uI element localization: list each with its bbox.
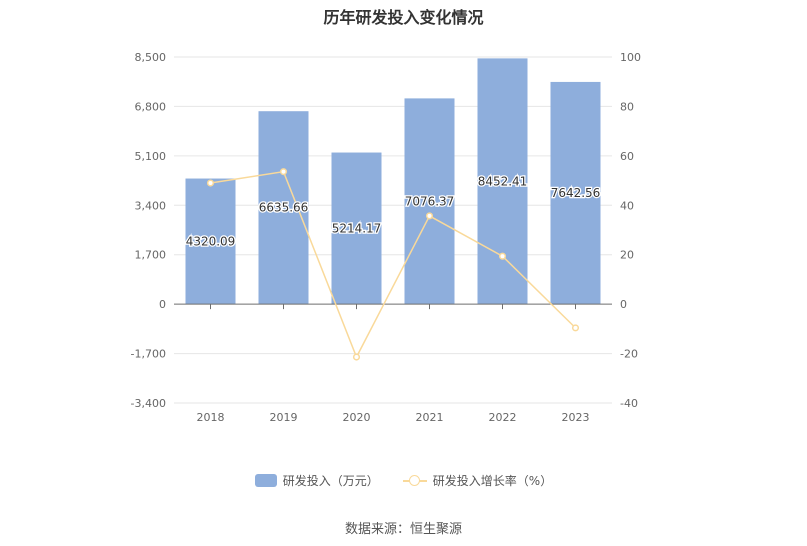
y-right-tick-label: -20 bbox=[620, 348, 638, 361]
x-tick-label: 2020 bbox=[343, 411, 371, 424]
bar bbox=[258, 111, 309, 305]
legend: 研发投入（万元） 研发投入增长率（%） bbox=[0, 472, 807, 489]
growth-rate-point bbox=[352, 353, 361, 361]
x-tick-label: 2023 bbox=[562, 411, 590, 424]
x-tick-label: 2021 bbox=[416, 411, 444, 424]
bar bbox=[185, 178, 236, 305]
legend-label-rd-investment: 研发投入（万元） bbox=[282, 474, 379, 488]
bar bbox=[477, 58, 528, 305]
legend-line-swatch bbox=[402, 474, 427, 487]
bar-value-label: 5214.17 bbox=[332, 221, 382, 235]
bar bbox=[404, 98, 455, 305]
legend-label-growth-rate: 研发投入增长率（%） bbox=[432, 474, 553, 488]
growth-rate-point bbox=[425, 212, 434, 220]
growth-rate-point bbox=[206, 179, 215, 187]
growth-rate-point bbox=[279, 168, 288, 176]
y-left-tick-label: 5,100 bbox=[135, 150, 167, 163]
legend-item-rd-investment[interactable]: 研发投入（万元） bbox=[254, 472, 379, 489]
bar-value-label: 8452.41 bbox=[478, 174, 528, 188]
legend-item-growth-rate[interactable]: 研发投入增长率（%） bbox=[402, 472, 553, 489]
y-left-tick-label: 1,700 bbox=[135, 249, 167, 262]
y-left-tick-label: 6,800 bbox=[135, 100, 167, 113]
y-left-tick-label: -1,700 bbox=[131, 348, 166, 361]
y-right-tick-label: 100 bbox=[620, 51, 641, 64]
legend-bar-swatch bbox=[254, 474, 277, 487]
y-left-tick-label: 3,400 bbox=[135, 199, 167, 212]
bar-value-label: 7642.56 bbox=[551, 186, 601, 200]
y-left-tick-label: 8,500 bbox=[135, 51, 167, 64]
growth-rate-point bbox=[571, 324, 580, 332]
bar-value-label: 6635.66 bbox=[259, 201, 309, 215]
bar-value-label: 4320.09 bbox=[186, 234, 236, 248]
bar bbox=[550, 81, 601, 305]
growth-rate-line bbox=[210, 170, 577, 359]
y-right-tick-label: 20 bbox=[620, 249, 634, 262]
chart-title: 历年研发投入变化情况 bbox=[323, 8, 484, 27]
x-tick-label: 2019 bbox=[270, 411, 298, 424]
y-right-tick-label: 80 bbox=[620, 100, 634, 113]
y-right-tick-label: 60 bbox=[620, 150, 634, 163]
y-right-tick-label: 0 bbox=[620, 298, 627, 311]
x-tick-label: 2018 bbox=[197, 411, 225, 424]
y-left-tick-label: -3,400 bbox=[131, 397, 166, 410]
x-tick-label: 2022 bbox=[489, 411, 517, 424]
bar bbox=[331, 152, 382, 305]
source-note: 数据来源：恒生聚源 bbox=[344, 522, 462, 537]
y-left-tick-label: 0 bbox=[159, 298, 166, 311]
bar-value-label: 7076.37 bbox=[405, 194, 455, 208]
growth-rate-point bbox=[498, 252, 507, 260]
y-right-tick-label: 40 bbox=[620, 199, 634, 212]
y-right-tick-label: -40 bbox=[620, 397, 638, 410]
